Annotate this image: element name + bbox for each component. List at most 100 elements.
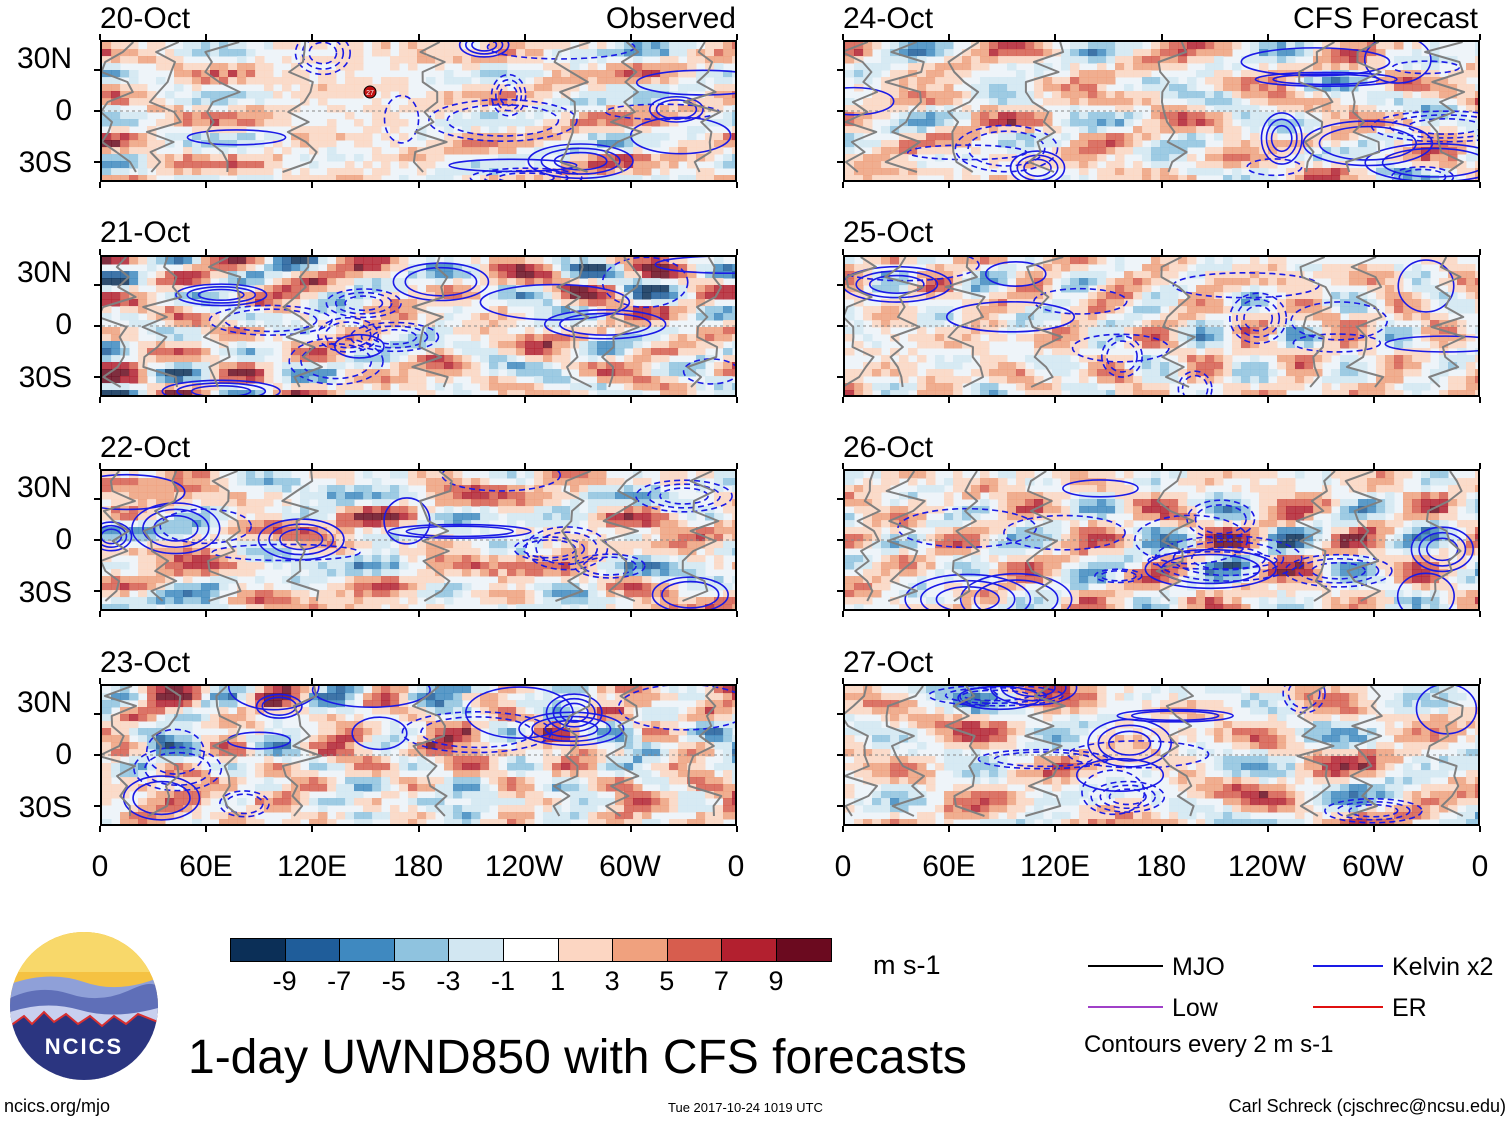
field-cell [480,175,490,180]
field-cell [354,292,364,300]
field-cell [687,707,697,715]
field-cell [570,604,580,609]
field-cell [138,306,148,314]
field-cell [165,492,175,500]
field-cell [309,763,319,771]
field-cell [1439,77,1449,85]
field-cell [246,355,256,363]
field-cell [633,798,643,806]
field-cell [228,112,238,120]
field-cell [390,520,400,528]
field-cell [651,791,661,799]
field-cell [714,175,724,180]
field-cell [705,306,715,314]
field-cell [881,77,891,85]
field-cell [462,756,472,764]
kelvin-contour [535,531,599,566]
field-cell [192,777,202,785]
field-cell [390,812,400,820]
field-cell [129,299,139,307]
field-cell [183,271,193,279]
field-cell [390,721,400,729]
field-cell [102,56,112,64]
field-cell [1205,42,1215,50]
field-cell [525,686,535,694]
field-cell [210,154,220,162]
field-cell [660,285,670,293]
field-cell [552,285,562,293]
field-cell [642,98,652,106]
field-cell [516,56,526,64]
field-cell [624,728,634,736]
field-cell [363,390,373,395]
field-cell [408,749,418,757]
field-cell [534,569,544,577]
field-cell [534,70,544,78]
field-cell [633,147,643,155]
field-cell [300,562,310,570]
field-cell [408,49,418,57]
field-cell [381,91,391,99]
field-cell [327,492,337,500]
field-cell [129,784,139,792]
field-cell [354,348,364,356]
field-cell [282,763,292,771]
field-cell [489,84,499,92]
field-cell [552,555,562,563]
field-cell [687,763,697,771]
field-cell [1016,70,1026,78]
field-cell [345,161,355,169]
field-cell [498,140,508,148]
field-cell [345,56,355,64]
field-cell [255,791,265,799]
field-cell [372,520,382,528]
field-cell [516,742,526,750]
field-cell [183,604,193,609]
field-cell [890,84,900,92]
field-cell [723,714,733,722]
field-cell [120,292,130,300]
field-cell [516,91,526,99]
field-cell [255,369,265,377]
field-cell [588,707,598,715]
field-cell [237,168,247,176]
field-cell [336,299,346,307]
kelvin-contour [344,295,384,312]
coastline [556,257,593,388]
field-cell [210,126,220,134]
field-cell [705,327,715,335]
field-cell [183,777,193,785]
field-cell [561,763,571,771]
field-cell [525,140,535,148]
field-cell [1412,56,1422,64]
field-cell [696,583,706,591]
field-cell [228,257,238,265]
field-cell [210,714,220,722]
field-cell [111,278,121,286]
wind-field [102,471,735,609]
field-cell [408,492,418,500]
field-cell [309,84,319,92]
field-cell [390,700,400,708]
field-cell [543,798,553,806]
field-cell [687,369,697,377]
field-cell [102,583,112,591]
field-cell [156,590,166,598]
field-cell [998,77,1008,85]
field-cell [363,721,373,729]
field-cell [165,334,175,342]
field-cell [462,390,472,395]
field-cell [507,91,517,99]
field-cell [570,299,580,307]
field-cell [345,299,355,307]
field-cell [282,119,292,127]
field-cell [1412,49,1422,57]
panel-date-24-oct: 24-Oct [843,2,934,35]
field-cell [399,264,409,272]
field-cell [489,721,499,729]
field-cell [147,49,157,57]
kelvin-contour [659,487,709,505]
field-cell [732,576,735,584]
field-cell [669,721,679,729]
field-cell [363,569,373,577]
